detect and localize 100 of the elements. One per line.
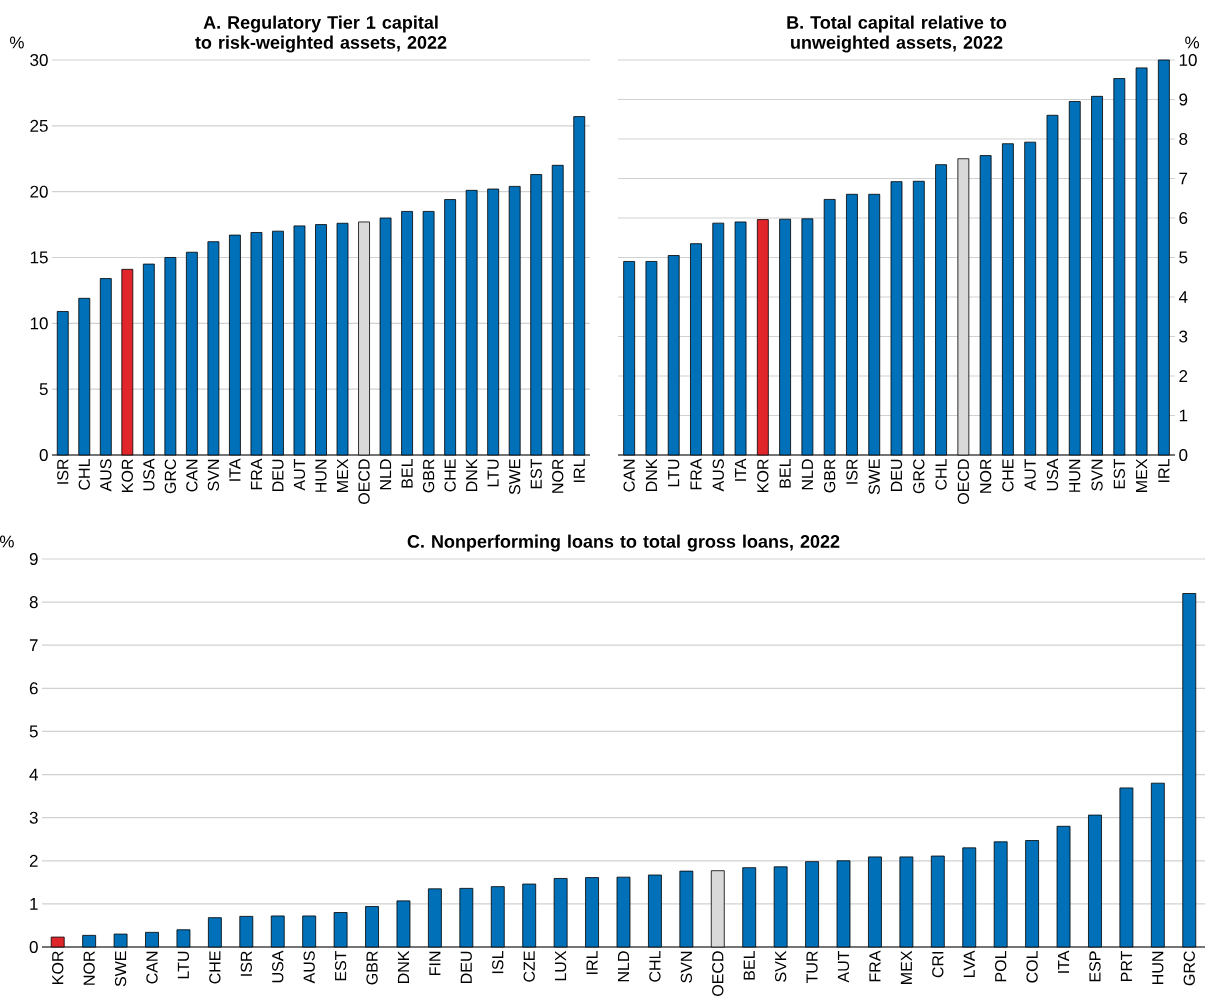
y-tick-label: 0 [1179,448,1188,462]
y-tick-label: 0 [29,940,38,954]
y-tick-label: 2 [29,854,38,867]
x-tick-label: IRL [1158,459,1170,482]
x-tick-label: ITA [1058,950,1070,973]
x-tick-label: LTU [668,459,680,487]
x-tick-label: USA [1046,458,1059,491]
y-axis-title: % [9,36,24,49]
y-tick-label: 25 [30,119,48,132]
y-tick-label: 20 [30,185,48,198]
x-tick-label: FRA [250,458,262,490]
x-tick-label: ISR [240,951,252,976]
y-tick-label: 2 [1179,370,1188,382]
x-tick-label: KOR [52,951,64,984]
x-tick-label: AUT [837,950,850,983]
x-tick-label: NLD [617,951,629,982]
x-tick-label: DEU [272,459,284,491]
x-tick-label: GBR [366,951,378,985]
x-tick-label: CAN [186,459,198,492]
x-tick-label: DNK [397,950,409,983]
x-tick-label: FIN [429,951,441,975]
x-tick-label: EST [530,458,542,489]
x-tick-label: NOR [979,459,992,493]
x-tick-label: AUT [293,458,306,491]
x-tick-label: MEX [900,950,912,984]
x-tick-label: BEL [779,459,791,488]
x-tick-label: KOR [757,459,769,492]
x-tick-label: CRI [932,952,944,978]
x-tick-label: MEX [1136,458,1148,492]
x-tick-label: OECD [957,459,970,504]
x-tick-label: DNK [645,458,657,491]
x-tick-label: GBR [422,459,435,493]
x-tick-label: CHE [1002,459,1014,492]
x-tick-label: SVN [207,459,220,491]
x-tick-label: USA [272,950,284,983]
y-tick-label: 0 [39,448,48,462]
x-tick-label: OECD [358,459,370,504]
y-tick-label: 5 [1179,251,1188,264]
y-tick-label: 8 [1179,132,1188,146]
x-tick-label: CHL [935,459,947,490]
x-tick-label: CHE [209,951,221,984]
x-tick-label: POL [995,951,1007,982]
y-axis-title: % [0,535,14,548]
x-tick-label: DNK [466,458,478,491]
x-tick-label: LTU [177,951,190,979]
x-tick-label: LVA [963,950,975,978]
y-tick-label: 9 [1179,93,1188,106]
x-tick-label: SVN [680,951,693,983]
y-tick-label: 4 [1178,291,1188,303]
x-tick-label: CHL [649,951,661,982]
x-tick-label: AUS [100,459,112,492]
y-tick-label: 10 [30,317,48,330]
x-tick-label: ITA [229,458,241,481]
chart-title: B. Total capital relative to unweighted assets, 2022 [787,15,1007,53]
y-tick-label: 9 [29,552,38,566]
x-tick-label: DEU [460,951,472,983]
x-tick-label: KOR [121,459,133,492]
x-tick-label: CAN [146,951,158,984]
x-tick-label: GRC [913,459,925,494]
x-tick-label: MEX [337,458,349,492]
y-tick-label: 1 [30,898,38,910]
x-tick-label: CAN [623,459,635,492]
x-tick-label: SWE [509,459,521,495]
x-tick-label: NLD [380,459,392,490]
x-tick-label: NLD [801,459,813,490]
y-tick-label: 6 [1179,211,1188,225]
x-tick-label: FRA [869,950,881,982]
x-tick-label: CZE [523,951,535,982]
x-tick-label: SWE [868,459,880,495]
x-tick-label: NOR [552,459,564,493]
x-tick-label: GRC [164,459,177,494]
y-tick-label: 7 [1179,172,1188,185]
y-tick-label: 8 [29,596,38,609]
x-tick-label: IRL [573,459,585,482]
x-tick-label: COL [1026,951,1038,983]
x-tick-label: LTU [487,459,499,487]
x-tick-label: GBR [824,459,836,493]
x-tick-label: LUX [555,950,567,981]
x-tick-label: SWE [114,951,127,987]
y-tick-label: 5 [39,383,48,396]
x-tick-label: BEL [743,951,755,980]
x-tick-label: ISR [846,459,858,484]
x-tick-label: TUR [806,951,818,984]
x-tick-label: OECD [712,951,724,997]
y-tick-label: 7 [29,639,38,652]
x-tick-label: HUN [1152,951,1164,984]
x-tick-label: SVK [774,950,787,982]
x-tick-label: ISL [492,951,504,974]
y-axis-title: % [1185,36,1200,49]
x-tick-label: ISR [57,459,69,484]
chart-title: A. Regulatory Tier 1 capital to risk-weighted assets, 2022 [195,15,447,53]
x-tick-label: ITA [735,458,747,481]
x-tick-label: EST [1113,458,1125,489]
y-tick-label: 30 [30,53,48,67]
chart-title: C. Nonperforming loans to total gross loans, 2022 [407,534,840,552]
x-tick-label: BEL [401,459,413,488]
x-tick-label: PRT [1120,950,1132,981]
x-tick-label: HUN [315,459,327,492]
x-tick-label: ESP [1089,951,1101,982]
y-tick-label: 15 [30,251,48,264]
